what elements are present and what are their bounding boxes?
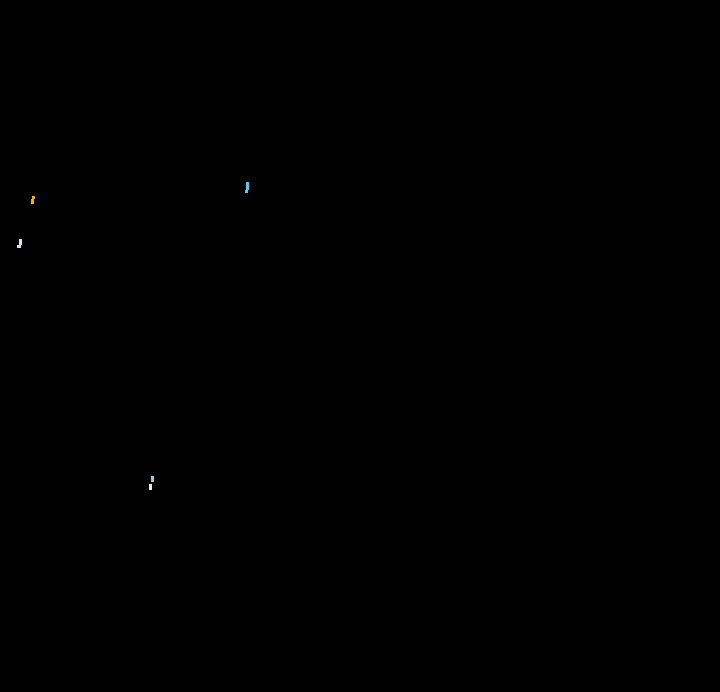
cyan-stroke-lower [245,190,248,193]
glyph-fragment-amber-icon [31,196,35,204]
glyph-fragment-cyan-lower-icon [151,476,154,482]
amber-stroke-lower [31,199,34,204]
glyph-fragment-pale-blue-icon [17,239,22,248]
glyph-fragment-white-lower-icon [149,484,152,490]
pale-blue-stroke-lower [17,245,21,248]
amber-stroke-upper [32,196,35,199]
cyan-stroke-upper [246,182,249,190]
pale-blue-stroke-upper [19,239,22,245]
glyph-fragment-cyan-upper-icon [245,182,249,193]
